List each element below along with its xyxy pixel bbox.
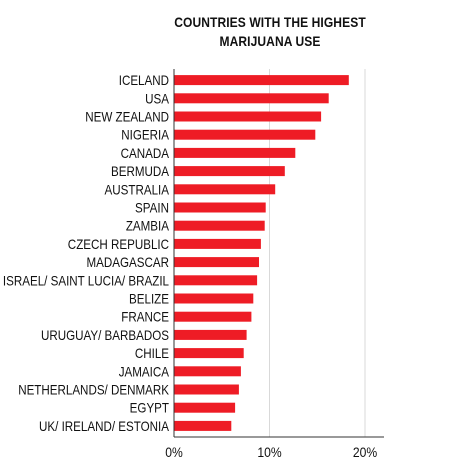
bar <box>174 220 265 231</box>
category-label: CHILE <box>135 346 169 361</box>
bar <box>174 129 316 140</box>
category-label: URUGUAY/ BARBADOS <box>41 328 169 343</box>
bar <box>174 184 276 195</box>
bar <box>174 238 261 249</box>
chart-title-line-2: MARIJUANA USE <box>219 33 321 49</box>
bar <box>174 293 254 304</box>
category-label: CZECH REPUBLIC <box>68 237 169 252</box>
bar <box>174 202 266 213</box>
category-label: BELIZE <box>129 292 169 307</box>
category-label: CANADA <box>121 146 170 161</box>
bar <box>174 93 329 104</box>
bar <box>174 348 244 359</box>
category-label: UK/ IRELAND/ ESTONIA <box>39 419 170 434</box>
bar <box>174 384 239 395</box>
category-label: JAMAICA <box>119 365 170 380</box>
x-tick-label: 10% <box>257 444 281 460</box>
bar <box>174 311 252 322</box>
x-tick-label: 0% <box>165 444 183 460</box>
bar <box>174 275 258 286</box>
category-label: NIGERIA <box>121 128 169 143</box>
category-label: ZAMBIA <box>126 219 170 234</box>
category-label: ICELAND <box>119 73 169 88</box>
category-label: NEW ZEALAND <box>85 110 169 125</box>
bar <box>174 147 296 158</box>
category-label: MADAGASCAR <box>86 255 169 270</box>
bar <box>174 329 247 340</box>
bar <box>174 111 322 122</box>
category-label: SPAIN <box>135 201 169 216</box>
bar <box>174 75 349 86</box>
bar <box>174 166 285 177</box>
x-tick-label: 20% <box>353 444 377 460</box>
category-label: NETHERLANDS/ DENMARK <box>18 383 169 398</box>
bar <box>174 402 236 413</box>
category-label: EGYPT <box>130 401 170 416</box>
category-label: BERMUDA <box>111 164 170 179</box>
chart-title-line-1: COUNTRIES WITH THE HIGHEST <box>174 14 366 30</box>
bar <box>174 420 232 431</box>
bar <box>174 366 241 377</box>
category-label: ISRAEL/ SAINT LUCIA/ BRAZIL <box>3 274 169 289</box>
category-label: AUSTRALIA <box>105 183 170 198</box>
category-label: USA <box>145 92 169 107</box>
category-label: FRANCE <box>121 310 169 325</box>
bar <box>174 257 259 268</box>
